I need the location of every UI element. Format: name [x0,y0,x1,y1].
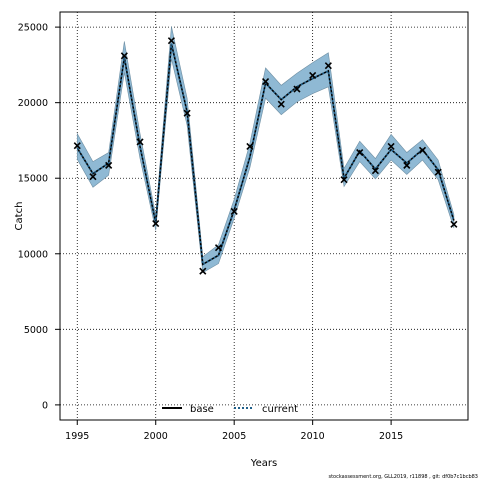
x-tick-label-2015: 2015 [379,431,403,442]
x-axis: 1995 2000 2005 2010 2015 [65,420,403,442]
observed-point-2000 [152,219,160,228]
y-tick-label-25000: 25000 [18,23,48,34]
confidence-band [76,26,455,274]
observed-point-2011 [324,62,332,70]
observed-point-2010 [309,71,317,80]
x-tick-label-2000: 2000 [144,431,168,442]
observed-point-2015 [387,142,395,151]
series-line-current [76,43,455,266]
observed-point-2001 [167,37,175,45]
observed-point-2006 [246,142,254,151]
observed-point-2005 [230,207,238,216]
y-tick-label-15000: 15000 [18,174,48,185]
observed-point-1999 [136,138,144,146]
y-tick-label-10000: 10000 [18,249,48,260]
observed-point-2008 [277,100,285,108]
legend-label-base: base [190,404,214,415]
x-axis-label: Years [250,458,277,469]
observed-point-1998 [120,52,128,60]
observed-point-2017 [418,146,427,154]
observed-point-2012 [340,176,348,184]
y-axis-label: Catch [14,202,25,231]
y-tick-label-5000: 5000 [24,325,48,336]
observed-point-2003 [199,267,207,275]
legend-label-current: current [262,404,298,415]
x-tick-label-2005: 2005 [222,431,246,442]
observed-point-2002 [183,109,191,117]
observed-point-2009 [293,85,301,93]
y-axis: 0 5000 10000 15000 20000 25000 [18,23,60,411]
x-tick-label-2010: 2010 [301,431,325,442]
legend: base current [162,404,298,415]
observed-point-2018 [434,168,442,176]
observed-point-2007 [262,77,270,86]
observed-point-2013 [356,148,364,157]
observed-point-1996 [89,173,97,181]
x-tick-label-1995: 1995 [65,431,89,442]
observed-point-2019 [450,220,458,228]
observed-point-1995 [73,142,81,150]
plot-frame [59,11,469,421]
observed-point-2014 [371,167,379,175]
observed-point-2016 [403,161,411,169]
footnote: stockassessment.org, GLL2019, r11898 , g… [328,474,478,480]
observed-point-1997 [105,161,113,169]
observed-point-2004 [214,244,223,252]
y-tick-label-0: 0 [42,400,48,411]
observed-markers [73,37,458,275]
y-tick-label-20000: 20000 [18,98,48,109]
